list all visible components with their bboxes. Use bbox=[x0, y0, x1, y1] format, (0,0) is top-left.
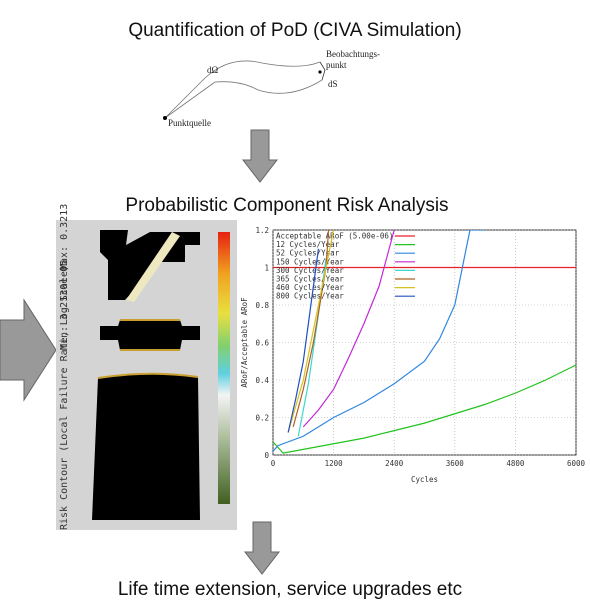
heading: Quantification of PoD (CIVA Simulation) bbox=[128, 20, 461, 41]
legend-label: 12 Cycles/Year bbox=[276, 240, 340, 249]
y-tick-label: 0.4 bbox=[255, 376, 269, 385]
sketch-label: punkt bbox=[326, 60, 347, 70]
series-line bbox=[287, 248, 320, 433]
y-tick-label: 1 bbox=[264, 264, 269, 273]
right-arrow bbox=[0, 298, 57, 402]
y-tick-label: 1.2 bbox=[255, 226, 269, 235]
contour-min: Min: 3.2130e-05 bbox=[59, 260, 70, 350]
series-line bbox=[292, 230, 330, 428]
x-tick-label: 1200 bbox=[325, 459, 344, 468]
legend-label: 52 Cycles/Year bbox=[276, 249, 340, 258]
sketch-label: Beobachtungs- bbox=[326, 49, 380, 59]
x-axis-label: Cycles bbox=[411, 475, 438, 484]
x-tick-label: 2400 bbox=[385, 459, 404, 468]
series-line bbox=[273, 364, 576, 454]
x-tick-label: 3600 bbox=[446, 459, 465, 468]
y-tick-label: 0.8 bbox=[255, 301, 269, 310]
footer-title: Life time extension, service upgrades et… bbox=[118, 579, 462, 600]
section-title: Probabilistic Component Risk Analysis bbox=[125, 195, 448, 216]
legend-label: Acceptable ARoF (5.00e-06) bbox=[276, 232, 393, 241]
series-line bbox=[287, 230, 335, 433]
chart: 0 1200 2400 3600 4800 6000 0 0.2 0.4 0.6 0.8 1 1.2 Cy… bbox=[240, 222, 590, 490]
series-line bbox=[302, 230, 395, 428]
y-tick-label: 0 bbox=[264, 451, 269, 460]
y-axis-label: ARoF/Acceptable ARoF bbox=[240, 297, 249, 388]
legend-label: 460 Cycles/Year bbox=[276, 283, 344, 292]
sketch-label: dΩ bbox=[207, 65, 219, 75]
legend-label: 150 Cycles/Year bbox=[276, 257, 344, 266]
down-arrow bbox=[243, 521, 281, 575]
x-tick-label: 6000 bbox=[567, 459, 586, 468]
series-line bbox=[273, 230, 486, 452]
x-tick-label: 4800 bbox=[506, 459, 525, 468]
contour-label: Risk Contour (Local Failure Rate, Log Sc… bbox=[59, 265, 70, 530]
contour-max: Max: 0.3213 bbox=[59, 204, 70, 270]
sketch bbox=[163, 60, 326, 120]
y-tick-label: 0.2 bbox=[255, 414, 269, 423]
legend-label: 800 Cycles/Year bbox=[276, 292, 344, 301]
sketch-label: dS bbox=[328, 79, 338, 89]
x-tick-label: 0 bbox=[271, 459, 276, 468]
legend-label: 365 Cycles/Year bbox=[276, 275, 344, 284]
legend-label: 300 Cycles/Year bbox=[276, 266, 344, 275]
y-tick-label: 0.6 bbox=[255, 339, 269, 348]
contour-image bbox=[56, 220, 237, 530]
down-arrow bbox=[241, 129, 279, 183]
sketch-label: Punktquelle bbox=[168, 118, 211, 128]
